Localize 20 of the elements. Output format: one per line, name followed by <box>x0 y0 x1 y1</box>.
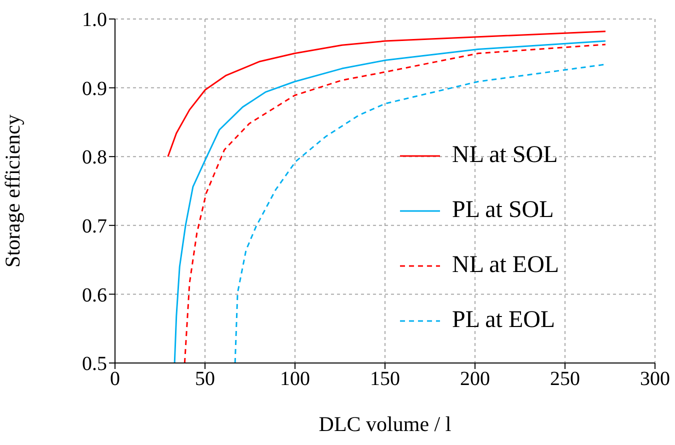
y-tick-label: 0.5 <box>82 353 107 376</box>
x-axis-title: DLC volume / l <box>318 412 452 436</box>
legend-label: PL at EOL <box>452 307 556 334</box>
x-tick-label: 50 <box>195 368 215 390</box>
y-tick-label: 0.9 <box>82 78 107 100</box>
legend-label: NL at EOL <box>452 252 560 279</box>
y-axis-title: Storage efficiency <box>0 114 24 268</box>
x-tick-label: 200 <box>460 368 490 390</box>
x-tick-label: 300 <box>640 368 670 390</box>
x-tick-label: 100 <box>280 368 310 390</box>
y-tick-label: 0.7 <box>82 216 107 238</box>
x-tick-label: 150 <box>370 368 400 390</box>
legend-label: NL at SOL <box>452 142 558 169</box>
x-tick-label: 250 <box>550 368 580 390</box>
y-tick-label: 0.6 <box>82 284 107 306</box>
y-tick-label: 0.8 <box>82 146 107 169</box>
y-tick-label: 1.0 <box>82 9 107 32</box>
x-tick-label: 0 <box>110 368 120 390</box>
legend-label: PL at SOL <box>452 197 554 224</box>
line-series <box>234 64 606 363</box>
